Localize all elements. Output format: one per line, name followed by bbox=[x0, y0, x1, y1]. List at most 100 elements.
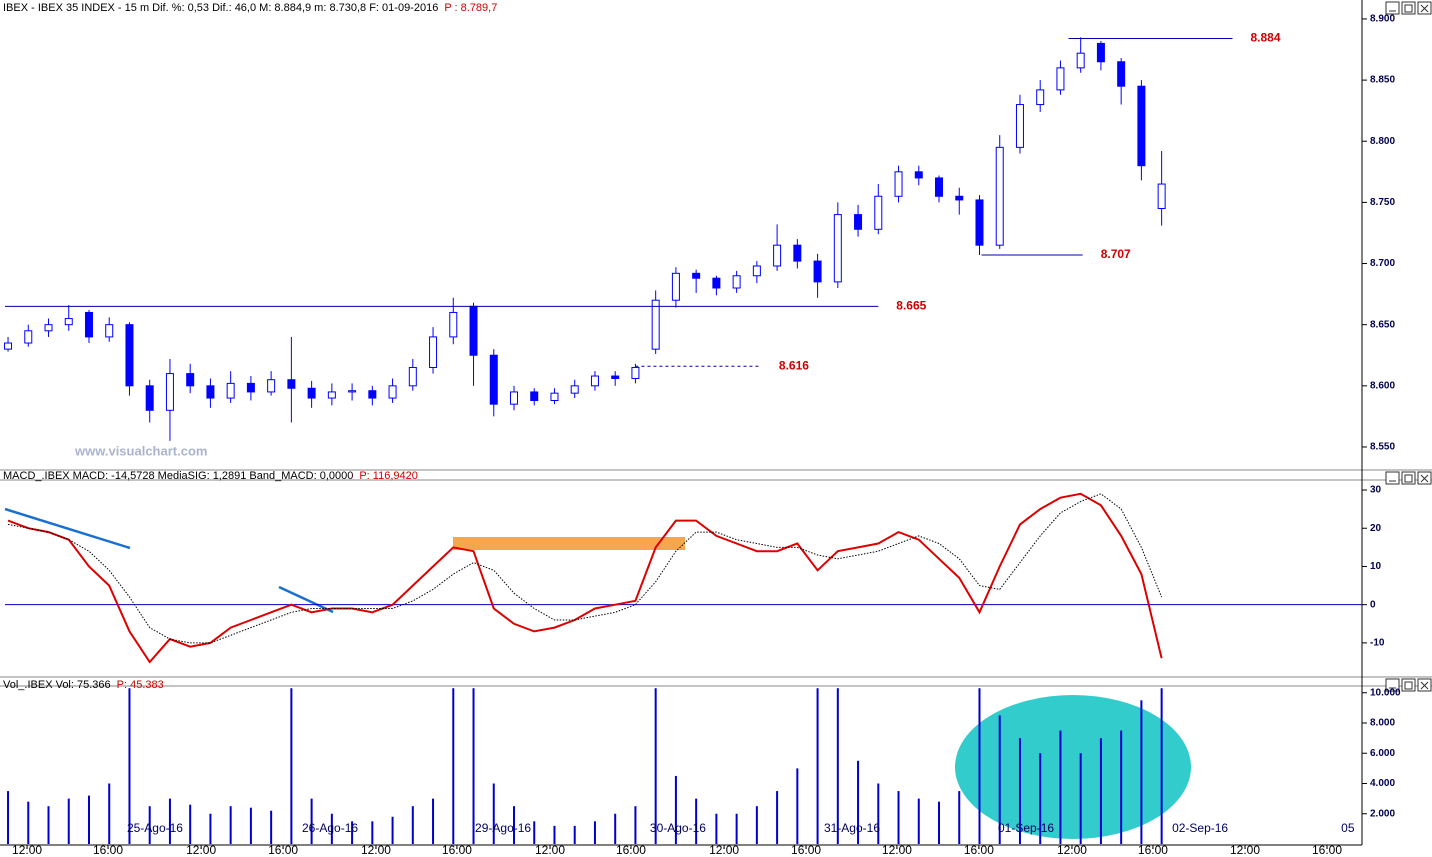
volume-bar bbox=[189, 804, 192, 844]
volume-bar bbox=[27, 801, 30, 844]
x-tick-label: 16:00 bbox=[93, 843, 123, 857]
volume-bar bbox=[654, 688, 657, 844]
volume-bar bbox=[1039, 753, 1042, 844]
candle-body bbox=[955, 195, 964, 201]
volume-bar bbox=[1140, 700, 1143, 844]
y-tick-label: 20 bbox=[1370, 523, 1382, 534]
level-label: 8.665 bbox=[896, 299, 926, 313]
candle-body bbox=[732, 275, 741, 289]
candle-body bbox=[145, 385, 154, 411]
volume-bar bbox=[108, 783, 111, 844]
x-tick-label: 12:00 bbox=[186, 843, 216, 857]
volume-bar bbox=[7, 791, 10, 844]
candle-body bbox=[368, 390, 377, 399]
volume-bar bbox=[755, 806, 758, 844]
volume-bar bbox=[290, 688, 293, 844]
volume-bar bbox=[978, 688, 981, 844]
candle-body bbox=[307, 387, 316, 399]
date-label: 30-Ago-16 bbox=[650, 821, 706, 835]
x-tick-label: 12:00 bbox=[12, 843, 42, 857]
candle-body bbox=[1096, 42, 1105, 63]
level-label: 8.616 bbox=[779, 358, 809, 372]
volume-bar bbox=[310, 798, 313, 844]
candle-body bbox=[894, 171, 903, 197]
macd-line bbox=[7, 492, 1163, 664]
volume-bar bbox=[593, 821, 596, 844]
x-tick-label: 12:00 bbox=[1057, 843, 1087, 857]
panel-title: MACD_.IBEX MACD: -14,5728 MediaSIG: 1,28… bbox=[3, 470, 353, 482]
x-tick-label: 12:00 bbox=[535, 843, 565, 857]
volume-bar bbox=[1099, 738, 1102, 844]
volume-bar bbox=[229, 806, 232, 844]
candle-body bbox=[64, 318, 73, 326]
volume-bar bbox=[1059, 730, 1062, 844]
volume-bar bbox=[533, 821, 536, 844]
date-label: 02-Sep-16 bbox=[1172, 821, 1228, 835]
y-tick-label: 8.800 bbox=[1370, 136, 1395, 147]
panel-subtitle: P: 116,9420 bbox=[359, 470, 418, 482]
volume-bar bbox=[634, 806, 637, 844]
volume-bar bbox=[128, 688, 131, 844]
volume-bar bbox=[877, 783, 880, 844]
candle-body bbox=[1137, 85, 1146, 167]
panel-title: Vol_.IBEX Vol: 75.366 bbox=[3, 679, 111, 691]
date-label: 31-Ago-16 bbox=[824, 821, 880, 835]
volume-bar bbox=[513, 806, 516, 844]
candle-body bbox=[388, 385, 397, 399]
volume-bar bbox=[67, 798, 70, 844]
x-tick-label: 16:00 bbox=[964, 843, 994, 857]
y-tick-label: 30 bbox=[1370, 485, 1382, 496]
candle-body bbox=[1076, 52, 1085, 69]
candle-body bbox=[24, 330, 33, 344]
candle-body bbox=[793, 244, 802, 262]
candle-body bbox=[651, 299, 660, 350]
volume-bar bbox=[1120, 730, 1123, 844]
y-tick-label: 6.000 bbox=[1370, 748, 1395, 759]
highlight-box bbox=[453, 537, 685, 550]
volume-bar bbox=[411, 806, 414, 844]
window-buttons[interactable] bbox=[1385, 1, 1432, 692]
candle-body bbox=[1056, 67, 1065, 91]
volume-bar bbox=[796, 768, 799, 844]
x-tick-label: 12:00 bbox=[882, 843, 912, 857]
macd-line bbox=[7, 493, 1163, 644]
y-tick-label: 10.000 bbox=[1370, 687, 1401, 698]
volume-bar bbox=[917, 798, 920, 844]
candle-body bbox=[833, 214, 842, 283]
candle-body bbox=[935, 177, 944, 197]
volume-bar bbox=[472, 688, 475, 844]
candle-body bbox=[752, 265, 761, 277]
volume-bar bbox=[958, 791, 961, 844]
date-label: 26-Ago-16 bbox=[302, 821, 358, 835]
candle-body bbox=[246, 382, 255, 393]
volume-bar bbox=[836, 688, 839, 844]
candle-body bbox=[854, 214, 863, 230]
volume-bar bbox=[330, 813, 333, 844]
volume-bar bbox=[168, 798, 171, 844]
candle-body bbox=[267, 379, 276, 393]
candle-body bbox=[590, 375, 599, 387]
volume-bar bbox=[553, 825, 556, 844]
volume-bar bbox=[492, 783, 495, 844]
watermark: www.visualchart.com bbox=[74, 443, 207, 458]
x-tick-label: 16:00 bbox=[616, 843, 646, 857]
y-tick-label: 4.000 bbox=[1370, 778, 1395, 789]
candle-body bbox=[327, 391, 336, 399]
candle-body bbox=[4, 342, 13, 350]
candle-body bbox=[510, 391, 519, 405]
candle-body bbox=[429, 336, 438, 368]
highlight-ellipse bbox=[955, 695, 1191, 839]
candle-body bbox=[44, 324, 53, 332]
trend-line bbox=[278, 585, 334, 614]
volume-bar bbox=[351, 821, 354, 844]
y-tick-label: 8.750 bbox=[1370, 197, 1395, 208]
volume-bar bbox=[270, 810, 273, 844]
volume-bar bbox=[857, 760, 860, 844]
y-tick-label: -10 bbox=[1370, 638, 1385, 649]
candle-body bbox=[348, 390, 357, 393]
panel-title: IBEX - IBEX 35 INDEX - 15 m Dif. %: 0,53… bbox=[3, 2, 438, 14]
candle-body bbox=[165, 373, 174, 411]
y-tick-label: 8.650 bbox=[1370, 319, 1395, 330]
